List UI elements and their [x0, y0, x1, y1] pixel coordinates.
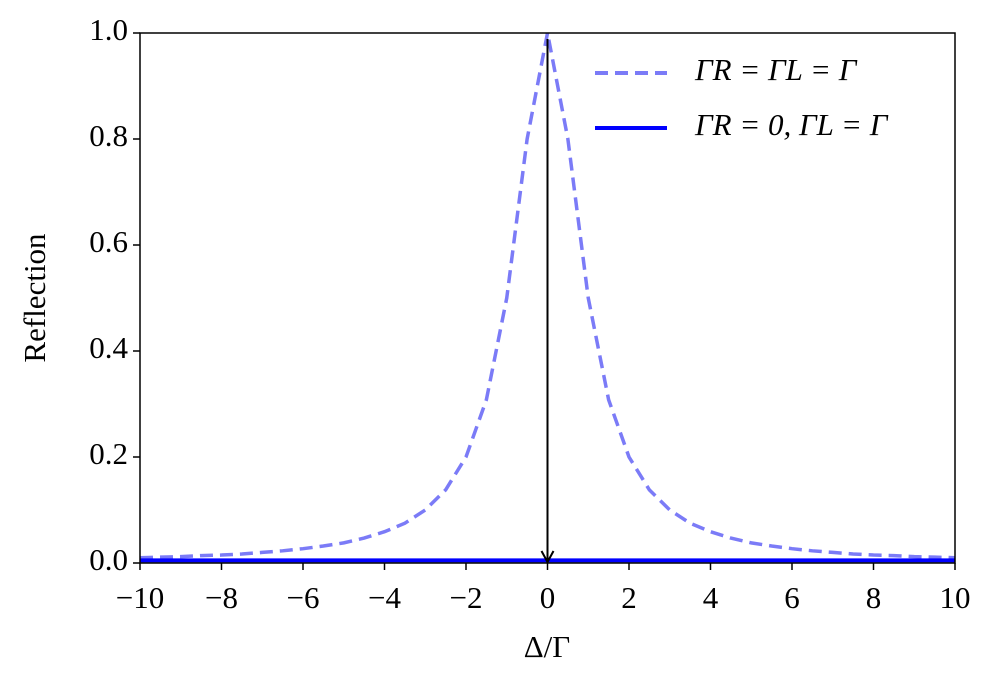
- x-tick-label: 0: [540, 580, 556, 615]
- y-axis-label: Reflection: [17, 233, 52, 363]
- legend-label: ΓR = 0, ΓL = Γ: [694, 107, 889, 142]
- y-tick-label: 0.2: [89, 436, 128, 471]
- x-tick-label: −10: [116, 580, 164, 615]
- x-tick-label: 6: [784, 580, 800, 615]
- y-tick-label: 0.0: [89, 542, 128, 577]
- legend-label: ΓR = ΓL = Γ: [694, 52, 858, 87]
- y-tick-label: 0.8: [89, 118, 128, 153]
- x-tick-label: −4: [368, 580, 401, 615]
- x-tick-label: −8: [205, 580, 238, 615]
- x-axis-label: Δ/Γ: [524, 629, 570, 664]
- x-tick-label: −2: [450, 580, 483, 615]
- y-tick-label: 0.4: [89, 330, 128, 365]
- series-line: [139, 32, 956, 560]
- x-tick-label: 10: [940, 580, 971, 615]
- x-tick-label: −6: [287, 580, 320, 615]
- plot-frame: [139, 32, 956, 564]
- x-tick-label: 2: [621, 580, 637, 615]
- x-tick-label: 8: [866, 580, 882, 615]
- arrow-head: [540, 550, 555, 565]
- y-tick-label: 1.0: [89, 12, 128, 47]
- x-tick-label: 4: [703, 580, 719, 615]
- y-tick-label: 0.6: [89, 224, 128, 259]
